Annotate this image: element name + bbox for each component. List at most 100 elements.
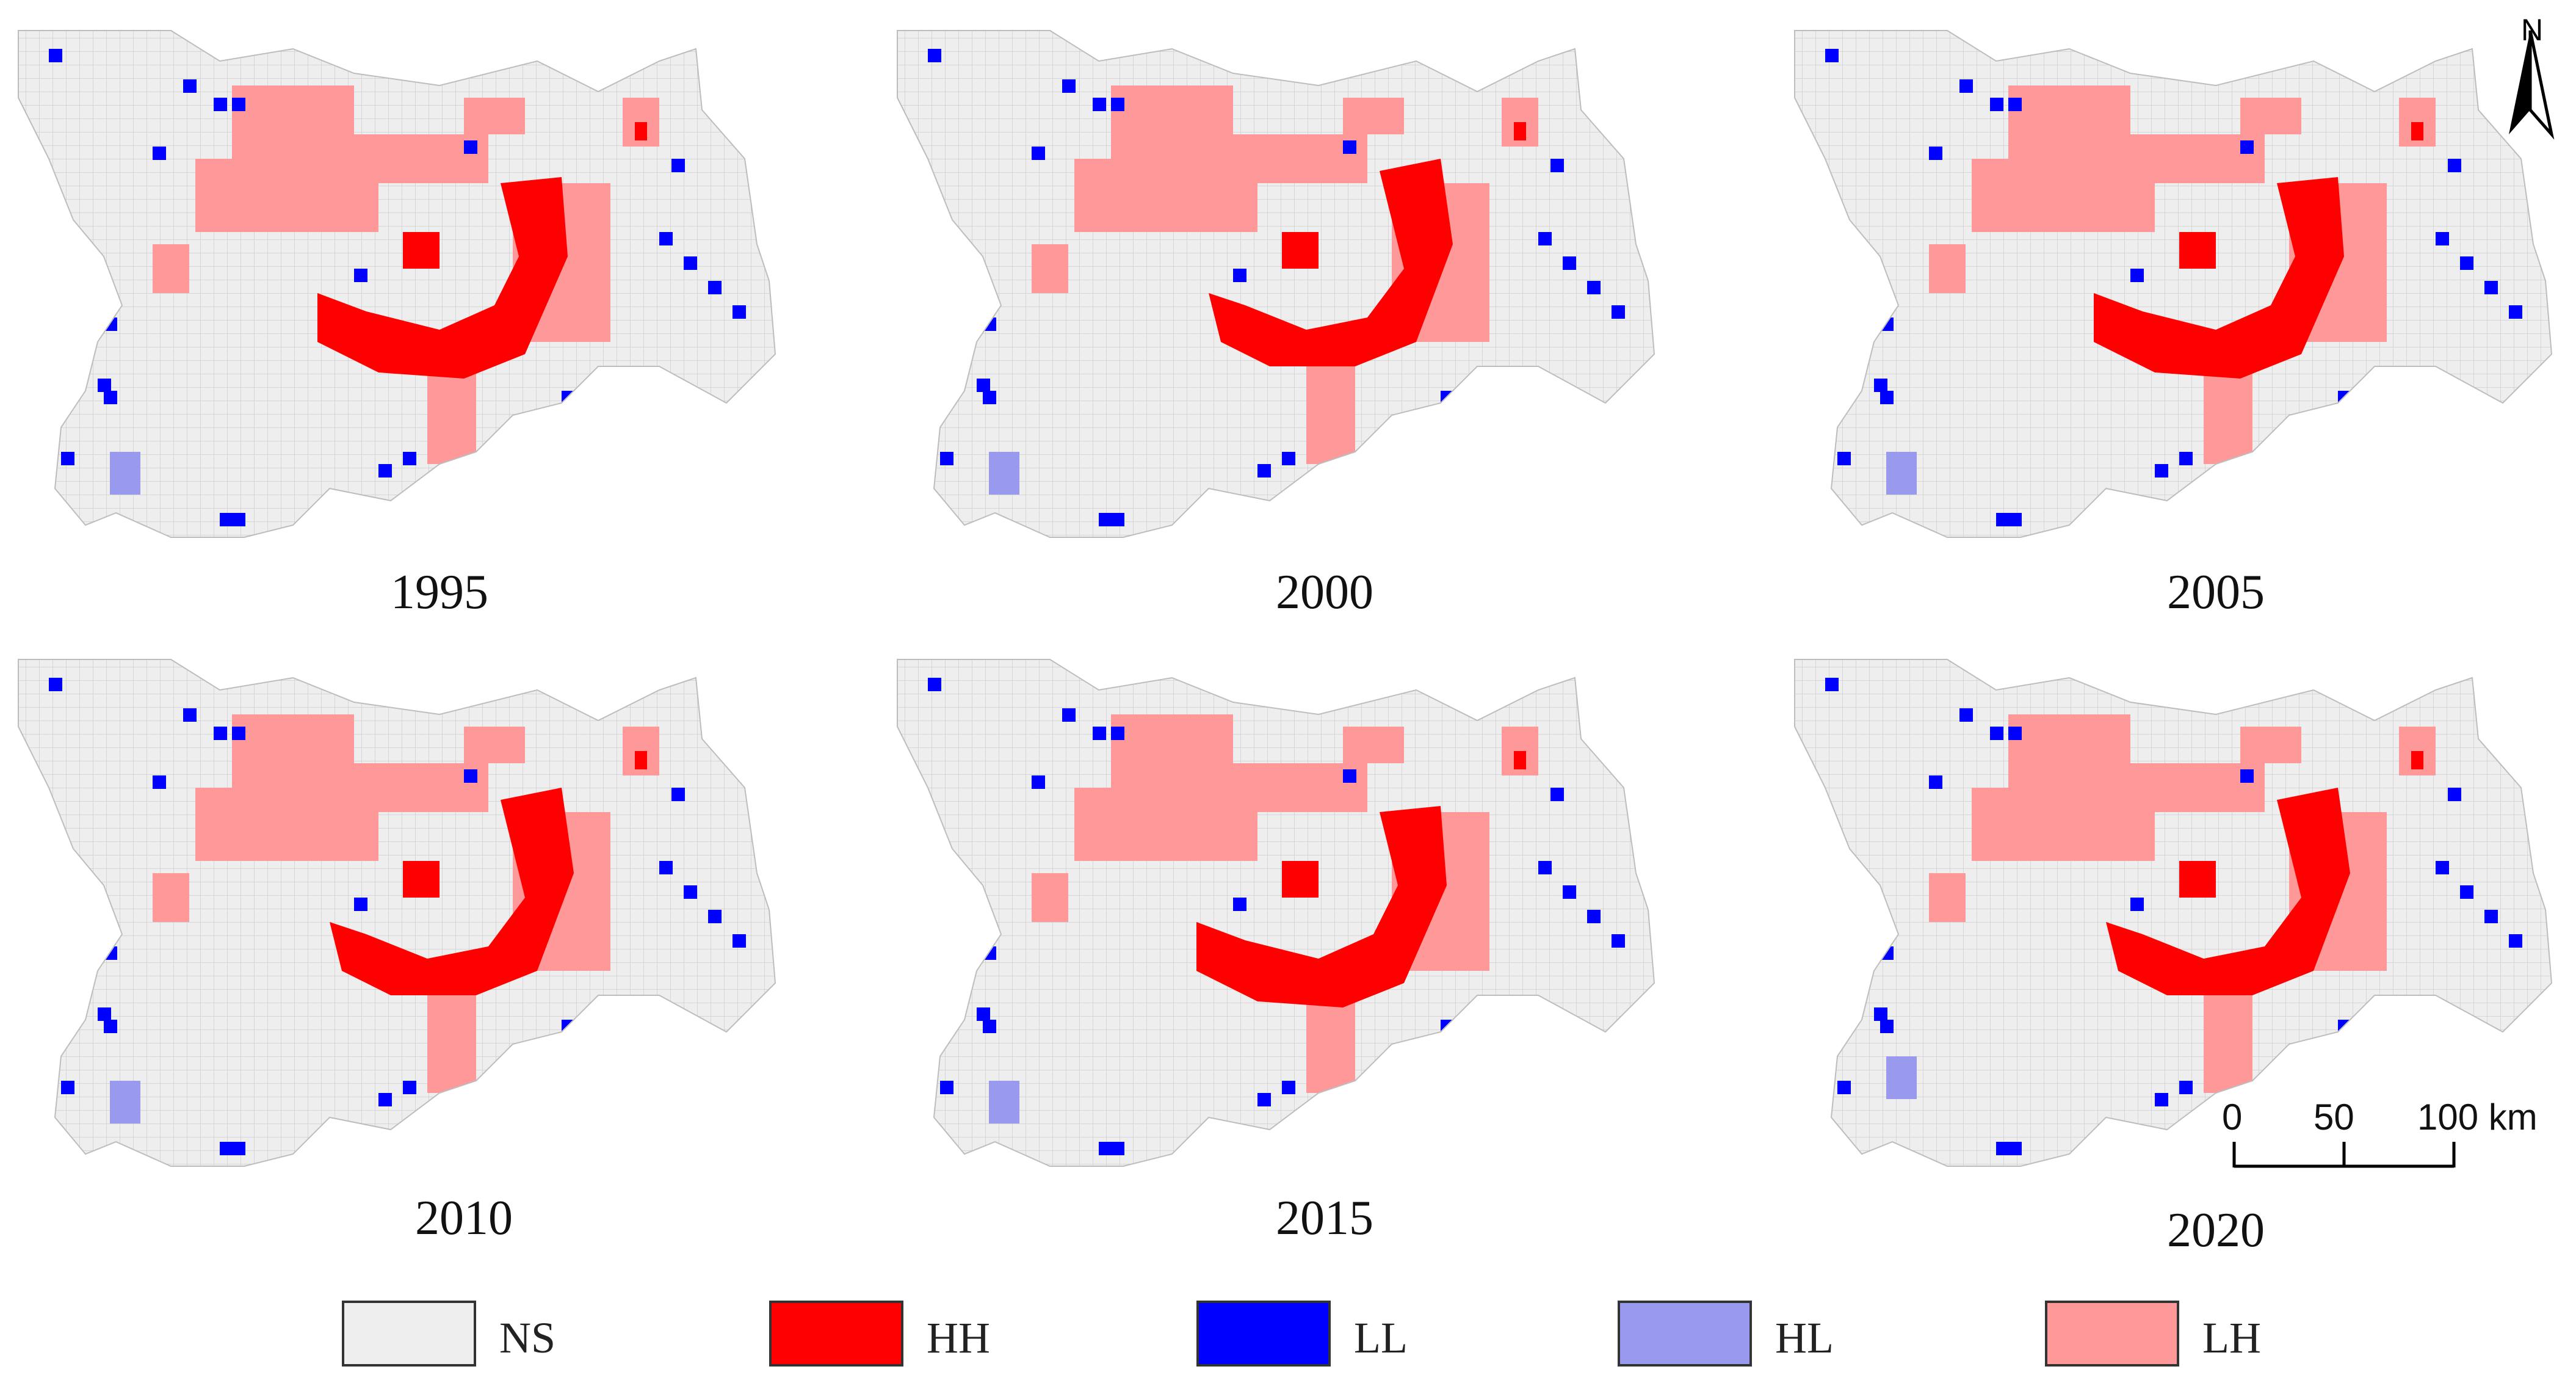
ll-cluster — [1837, 1081, 1851, 1094]
ll-cluster — [2008, 727, 2022, 740]
ll-cluster — [153, 775, 166, 789]
lh-cluster — [2204, 366, 2252, 464]
ll-cluster — [1111, 727, 1124, 740]
ll-cluster — [153, 147, 166, 160]
hh-cluster — [635, 122, 647, 140]
ll-cluster — [403, 1081, 416, 1094]
lh-cluster — [153, 244, 189, 293]
hl-cluster — [989, 452, 1019, 495]
map-cells — [18, 31, 775, 537]
ll-cluster — [977, 1007, 990, 1021]
lh-cluster — [1306, 366, 1355, 464]
lh-cluster — [1972, 788, 2155, 861]
ll-cluster — [61, 1081, 74, 1094]
ll-cluster — [2484, 281, 2498, 294]
ll-cluster — [1563, 885, 1576, 899]
ll-cluster — [232, 1142, 245, 1155]
ll-cluster — [1453, 1044, 1466, 1058]
ll-cluster — [1550, 788, 1564, 801]
ll-cluster — [1099, 513, 1112, 526]
map-cells — [1795, 659, 2552, 1166]
ll-cluster — [2448, 159, 2461, 172]
lh-cluster — [1074, 788, 1257, 861]
ll-cluster — [378, 464, 392, 477]
map-panel-2015 — [891, 653, 1685, 1178]
ll-cluster — [2448, 788, 2461, 801]
ll-cluster — [1880, 391, 1894, 404]
map-2015 — [897, 659, 1655, 1167]
ll-cluster — [2509, 305, 2522, 319]
ll-cluster — [671, 788, 685, 801]
ll-cluster — [1233, 898, 1246, 911]
lh-cluster — [1032, 873, 1068, 922]
ll-cluster — [49, 678, 62, 691]
ll-cluster — [1550, 159, 1564, 172]
ll-cluster — [2240, 769, 2254, 783]
ll-cluster — [2130, 269, 2144, 282]
map-panel-2020 — [1789, 653, 2576, 1178]
hl-cluster — [110, 1081, 140, 1123]
hl-cluster — [110, 452, 140, 495]
ll-cluster — [183, 708, 197, 722]
ll-cluster — [1233, 269, 1246, 282]
year-label-2010: 2010 — [415, 1191, 513, 1245]
lh-cluster — [1972, 159, 2155, 232]
ll-cluster — [1111, 1142, 1124, 1155]
hh-cluster — [403, 232, 440, 269]
ll-cluster — [354, 898, 367, 911]
ll-cluster — [2460, 256, 2473, 270]
lh-cluster — [427, 366, 476, 464]
hh-cluster — [2179, 861, 2216, 898]
ll-cluster — [1929, 147, 1942, 160]
ll-cluster — [1032, 775, 1045, 789]
ll-cluster — [2460, 885, 2473, 899]
ll-cluster — [1959, 79, 1973, 93]
ll-cluster — [98, 1007, 111, 1021]
legend-swatch-hh — [769, 1301, 903, 1367]
ll-cluster — [232, 513, 245, 526]
ll-cluster — [1587, 281, 1601, 294]
ll-cluster — [1282, 452, 1295, 465]
hh-cluster — [1514, 751, 1526, 769]
lh-cluster — [195, 788, 378, 861]
scale-bar — [2232, 1142, 2456, 1168]
ll-cluster — [1874, 379, 1887, 392]
ll-cluster — [220, 1142, 233, 1155]
ll-cluster — [733, 934, 746, 948]
legend-swatch-lh — [2045, 1301, 2179, 1367]
legend-label-ns: NS — [499, 1313, 556, 1362]
ll-cluster — [659, 232, 673, 245]
ll-cluster — [1343, 769, 1356, 783]
ll-cluster — [214, 98, 227, 111]
lh-cluster — [1074, 159, 1257, 232]
ll-cluster — [1062, 79, 1076, 93]
legend-label-ll: LL — [1354, 1313, 1408, 1362]
north-arrow-icon — [2509, 30, 2555, 140]
ll-cluster — [354, 269, 367, 282]
map-panel-2005 — [1789, 24, 2576, 550]
ll-cluster — [2155, 464, 2168, 477]
ll-cluster — [2130, 898, 2144, 911]
scale-tick-0: 0 — [2222, 1097, 2243, 1138]
map-2010 — [18, 659, 776, 1167]
hh-cluster — [2106, 788, 2350, 995]
ll-cluster — [977, 379, 990, 392]
map-cells — [18, 659, 775, 1166]
lh-cluster — [1343, 727, 1404, 763]
lh-cluster — [2204, 995, 2252, 1093]
ll-cluster — [2350, 1044, 2364, 1058]
ll-cluster — [2509, 934, 2522, 948]
ll-cluster — [232, 98, 245, 111]
ll-cluster — [378, 1093, 392, 1106]
ll-cluster — [1959, 708, 1973, 722]
ll-cluster — [659, 861, 673, 874]
legend-label-lh: LH — [2202, 1313, 2261, 1362]
lh-cluster — [2240, 727, 2301, 763]
ll-cluster — [1538, 861, 1552, 874]
hh-cluster — [1514, 122, 1526, 140]
lh-cluster — [427, 995, 476, 1093]
ll-cluster — [1612, 934, 1625, 948]
hh-cluster — [1282, 861, 1319, 898]
ll-cluster — [1612, 305, 1625, 319]
ll-cluster — [1093, 98, 1106, 111]
